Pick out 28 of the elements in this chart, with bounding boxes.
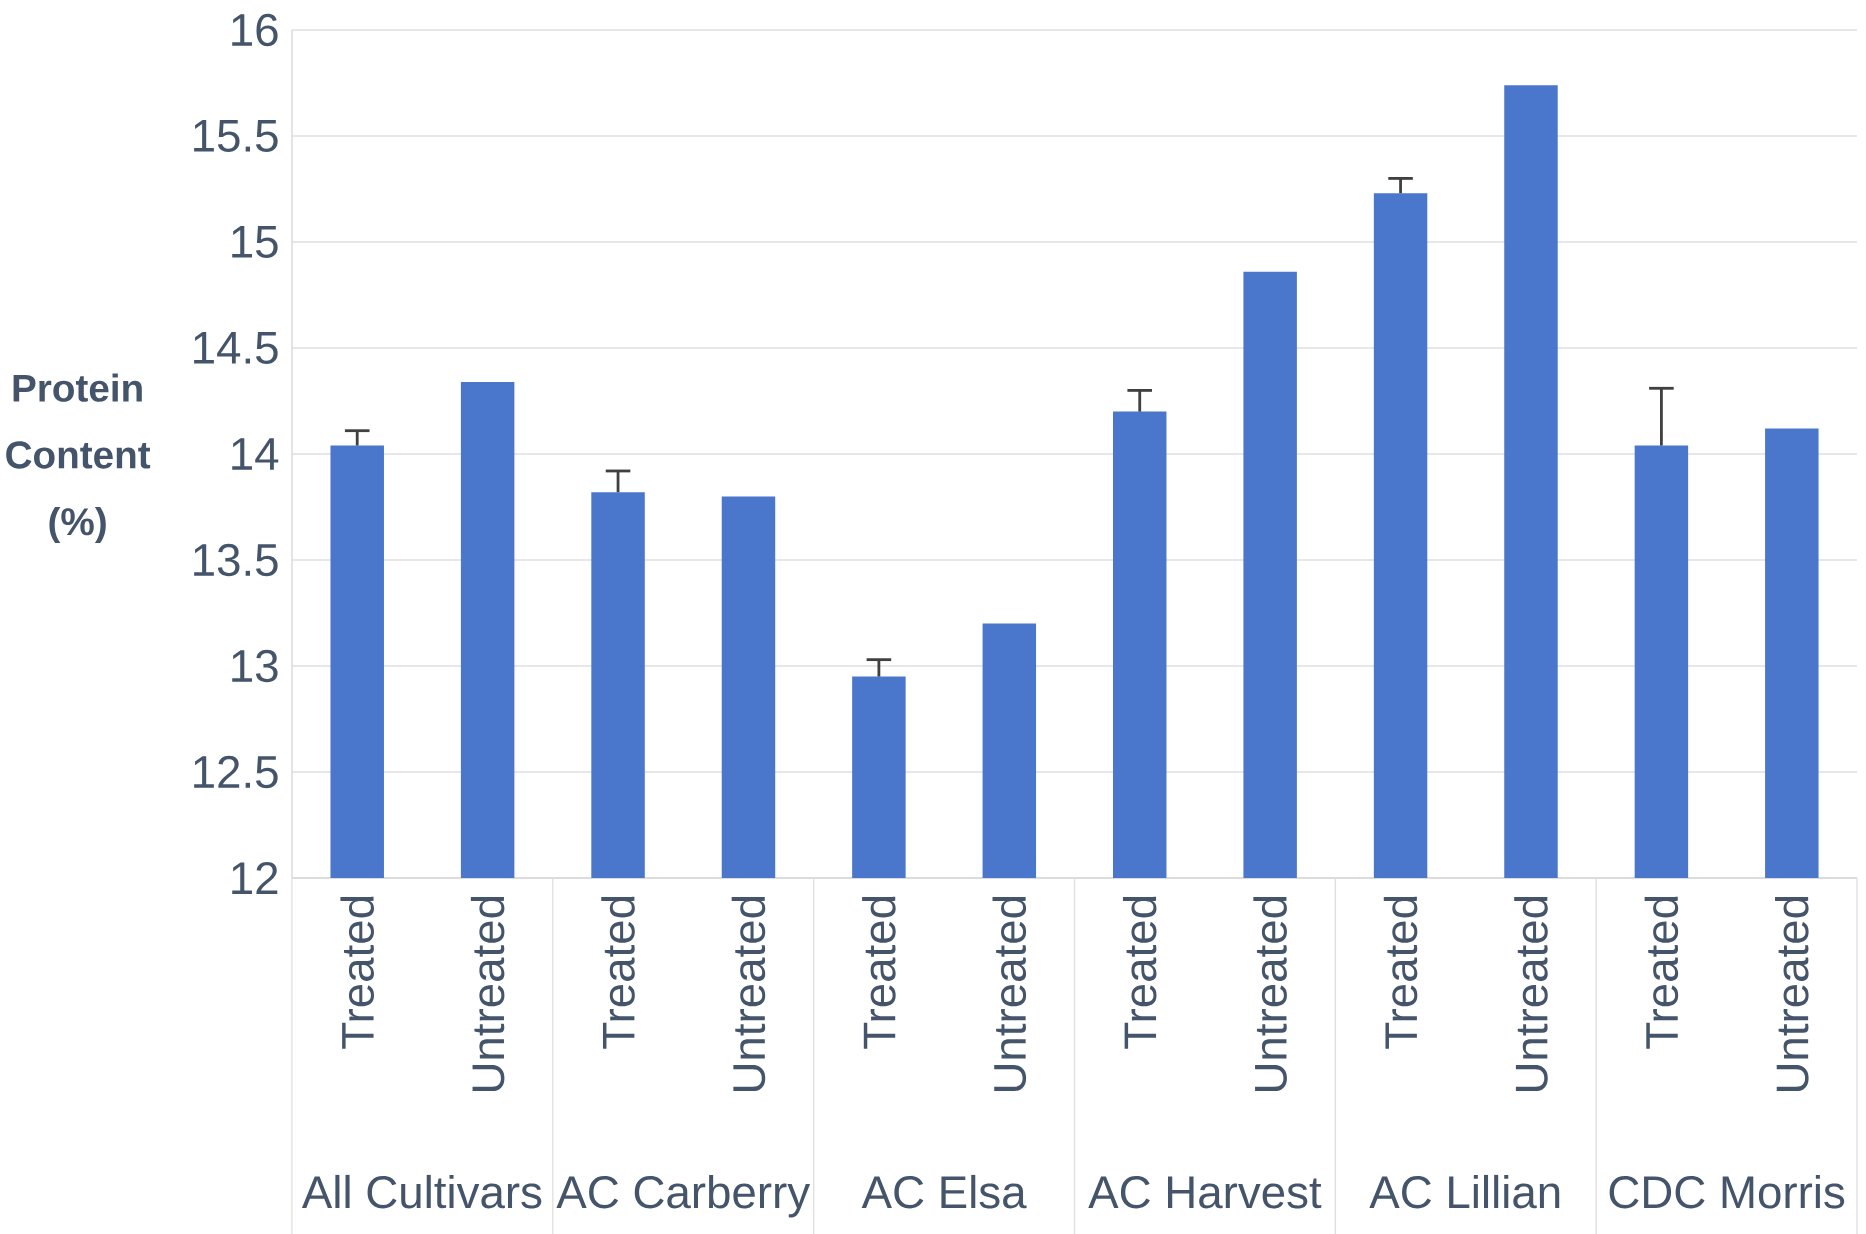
x-tick-label: Untreated xyxy=(1253,896,1287,1092)
x-tick-label: Untreated xyxy=(992,896,1027,1092)
text: AC Lillian xyxy=(1369,1174,1560,1209)
x-tick-label: Untreated xyxy=(1514,896,1548,1092)
text: AC Carberry xyxy=(556,1174,811,1218)
y-tick-label: 12 xyxy=(232,862,278,894)
y-tick-label: 15.5 xyxy=(194,120,278,152)
x-tick-label: Untreated xyxy=(731,896,766,1092)
y-tick-label: 15 xyxy=(232,226,278,258)
text: AC Harvest xyxy=(1088,1176,1322,1209)
x-tick-label: Untreated xyxy=(1775,896,1809,1092)
x-tick-label: Treated xyxy=(340,896,374,1049)
y-axis-title: Protein Content (%) xyxy=(6,373,151,544)
text: AC Elsa xyxy=(861,1174,1027,1209)
y-tick-label: 13 xyxy=(232,649,278,683)
text: CDC Morris xyxy=(1609,1174,1845,1209)
x-tick-label: Untreated xyxy=(470,896,505,1092)
x-tick-label: Treated xyxy=(1383,896,1418,1049)
y-tick-label: 14 xyxy=(232,438,279,470)
y-tick-label: 16 xyxy=(232,13,278,47)
x-tick-label: Treated xyxy=(862,896,896,1049)
x-tick-label: Treated xyxy=(601,896,635,1049)
y-tick-label: 13.5 xyxy=(194,543,278,577)
x-tick-label: Treated xyxy=(1644,896,1679,1049)
y-tick-label: 12.5 xyxy=(194,755,278,789)
x-tick-label: Treated xyxy=(1122,896,1157,1049)
y-tick-label: 14.5 xyxy=(194,332,278,364)
text: All Cultivars xyxy=(301,1174,542,1209)
